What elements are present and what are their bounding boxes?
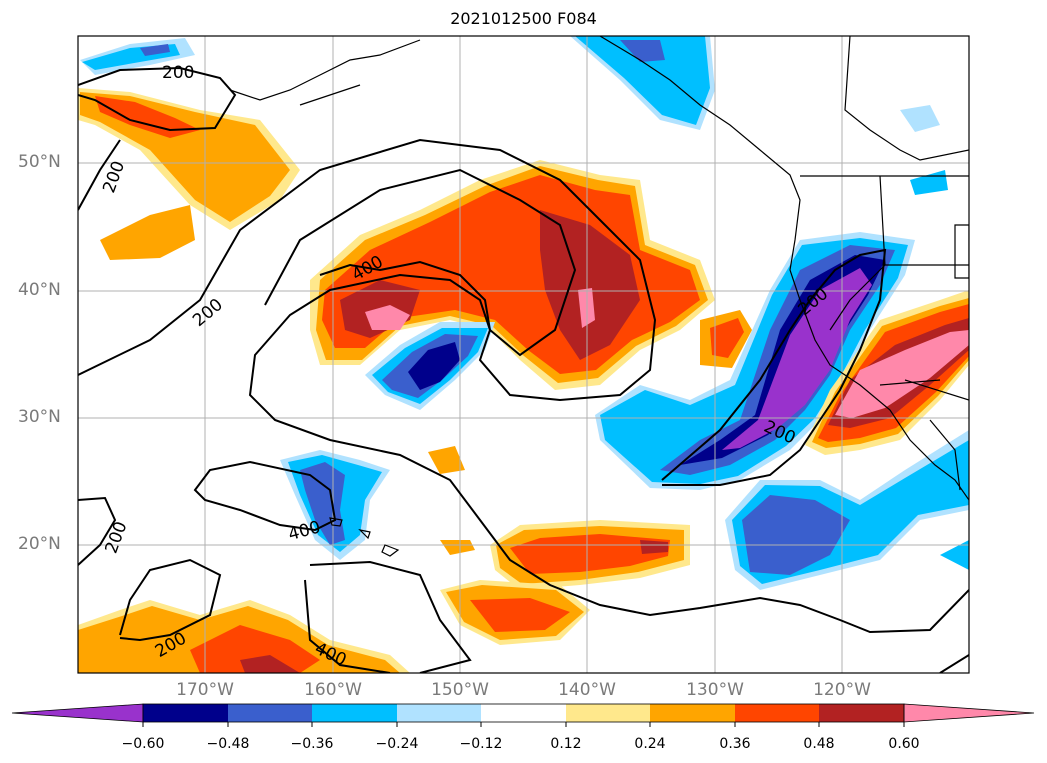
colorbar-tick-label: 0.12 xyxy=(550,736,582,752)
colorbar xyxy=(11,703,1035,727)
lat-label: 30°N xyxy=(18,407,61,427)
colorbar-segment xyxy=(650,704,735,722)
lon-label: 140°W xyxy=(558,680,616,700)
lat-label: 50°N xyxy=(18,152,61,172)
colorbar-segment xyxy=(397,704,481,722)
colorbar-tick-label: 0.36 xyxy=(719,736,751,752)
colorbar-extend-high xyxy=(903,703,1035,723)
colorbar-segment xyxy=(312,704,397,722)
colorbar-tick-label: −0.24 xyxy=(375,736,419,752)
lat-label: 20°N xyxy=(18,534,61,554)
colorbar-tick-label: 0.24 xyxy=(634,736,666,752)
colorbar-segment xyxy=(819,704,904,722)
lon-label: 170°W xyxy=(176,680,234,700)
contour-label: 200 xyxy=(162,63,194,83)
lon-label: 150°W xyxy=(431,680,489,700)
coastlines xyxy=(229,36,969,501)
colorbar-tick-label: −0.48 xyxy=(206,736,250,752)
colorbar-tick-label: 0.60 xyxy=(888,736,920,752)
colorbar-segment xyxy=(228,704,312,722)
colorbar-tick-label: −0.12 xyxy=(459,736,503,752)
gridlines xyxy=(78,36,969,673)
colorbar-tick-label: −0.60 xyxy=(121,736,165,752)
colorbar-tick-label: 0.48 xyxy=(803,736,835,752)
colorbar-segment xyxy=(143,704,228,722)
map-title: 2021012500 F084 xyxy=(450,9,597,28)
colorbar-segment xyxy=(735,704,819,722)
colorbar-segment xyxy=(481,704,566,722)
lat-label: 40°N xyxy=(18,280,61,300)
map-frame xyxy=(77,35,970,674)
lon-label: 130°W xyxy=(686,680,744,700)
lon-label: 160°W xyxy=(304,680,362,700)
lon-label: 120°W xyxy=(813,680,871,700)
contours xyxy=(78,66,969,673)
colorbar-extend-low xyxy=(11,703,144,723)
colorbar-tick-label: −0.36 xyxy=(290,736,334,752)
colorbar-segment xyxy=(566,704,650,722)
